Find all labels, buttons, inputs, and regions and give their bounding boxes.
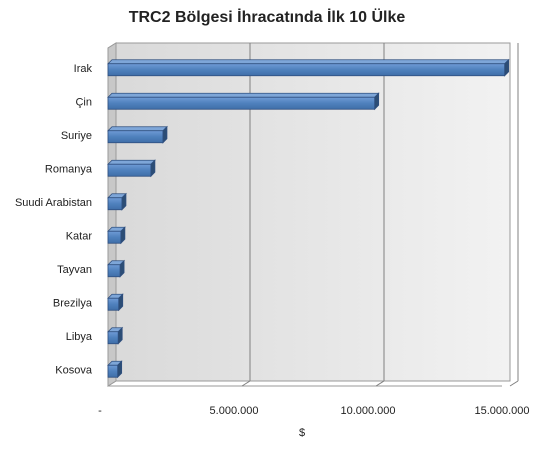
- bar: [107, 259, 126, 278]
- category-label: Romanya: [45, 163, 93, 175]
- bar: [107, 293, 124, 312]
- category-label: Çin: [75, 96, 92, 108]
- bar-front-face: [107, 264, 121, 278]
- labels-group: - 5.000.000 10.000.000 15.000.000 Irak Çin Sur…: [15, 63, 530, 417]
- bar: [107, 226, 126, 245]
- chart-title: TRC2 Bölgesi İhracatında İlk 10 Ülke: [129, 7, 406, 26]
- x-tick-label: -: [98, 405, 102, 417]
- bar: [107, 192, 127, 211]
- bar-top-face: [107, 126, 168, 132]
- category-label: Suriye: [61, 130, 92, 142]
- bar-front-face: [107, 163, 152, 177]
- category-label: Tayvan: [57, 264, 92, 276]
- category-label: Libya: [66, 331, 93, 343]
- bar-front-face: [107, 364, 119, 378]
- bar-top-face: [107, 59, 510, 65]
- category-label: Kosova: [55, 364, 93, 376]
- bar-front-face: [107, 197, 123, 211]
- bar-front-face: [107, 96, 376, 110]
- bar-front-face: [107, 63, 506, 77]
- bar-top-face: [107, 159, 156, 165]
- bar-front-face: [107, 331, 119, 345]
- category-label: Brezilya: [53, 297, 93, 309]
- category-label: Katar: [66, 230, 93, 242]
- bar: [107, 326, 124, 345]
- x-tick-label: 15.000.000: [474, 405, 529, 417]
- bar: [107, 159, 156, 178]
- x-gridline-floor: [375, 380, 385, 387]
- bar: [107, 125, 168, 144]
- bar: [107, 360, 123, 379]
- bar: [107, 92, 380, 111]
- x-tick-label: 5.000.000: [210, 405, 259, 417]
- bar-top-face: [107, 92, 380, 98]
- bars-group: [107, 58, 510, 379]
- x-gridline-floor: [509, 380, 519, 387]
- bar-front-face: [107, 130, 164, 144]
- bar: [107, 58, 510, 77]
- bar-front-face: [107, 230, 122, 244]
- category-label: Irak: [74, 63, 93, 75]
- x-gridline-floor: [241, 380, 251, 387]
- x-axis-title: $: [299, 427, 305, 439]
- bar-front-face: [107, 297, 120, 311]
- x-tick-label: 10.000.000: [340, 405, 395, 417]
- category-label: Suudi Arabistan: [15, 197, 92, 209]
